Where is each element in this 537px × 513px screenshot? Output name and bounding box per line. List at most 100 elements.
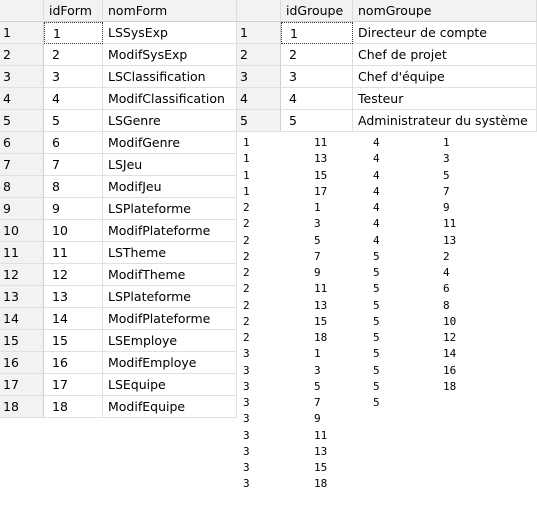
row-number[interactable]: 4 [237, 88, 281, 110]
id-cell[interactable]: 13 [44, 286, 103, 308]
table-row[interactable]: 8 8 ModifJeu [0, 176, 237, 198]
name-cell[interactable]: ModifTheme [103, 264, 237, 286]
id-cell[interactable]: 2 [44, 44, 103, 66]
name-cell[interactable]: Directeur de compte [353, 22, 537, 44]
table-row[interactable]: 14 14 ModifPlateforme [0, 308, 237, 330]
name-cell[interactable]: LSEmploye [103, 330, 237, 352]
id-cell[interactable]: 18 [44, 396, 103, 418]
name-cell[interactable]: LSTheme [103, 242, 237, 264]
name-cell[interactable]: ModifEquipe [103, 396, 237, 418]
name-cell[interactable]: ModifClassification [103, 88, 237, 110]
row-number[interactable]: 7 [0, 154, 44, 176]
row-number[interactable]: 9 [0, 198, 44, 220]
name-cell[interactable]: ModifJeu [103, 176, 237, 198]
row-number[interactable]: 1 [0, 22, 44, 44]
table-row[interactable]: 4 4 ModifClassification [0, 88, 237, 110]
row-number[interactable]: 17 [0, 374, 44, 396]
table-row[interactable]: 9 9 LSPlateforme [0, 198, 237, 220]
name-cell[interactable]: LSClassification [103, 66, 237, 88]
row-number[interactable]: 8 [0, 176, 44, 198]
table-row[interactable]: 18 18 ModifEquipe [0, 396, 237, 418]
row-number[interactable]: 15 [0, 330, 44, 352]
id-cell[interactable]: 6 [44, 132, 103, 154]
name-cell[interactable]: ModifEmploye [103, 352, 237, 374]
row-number-header[interactable] [237, 0, 281, 22]
id-cell[interactable]: 14 [44, 308, 103, 330]
id-cell[interactable]: 5 [44, 110, 103, 132]
name-cell[interactable]: LSGenre [103, 110, 237, 132]
row-number[interactable]: 4 [0, 88, 44, 110]
table-row[interactable]: 15 15 LSEmploye [0, 330, 237, 352]
table-row[interactable]: 17 17 LSEquipe [0, 374, 237, 396]
column-header-idgroupe[interactable]: idGroupe [281, 0, 353, 22]
id-cell[interactable]: 11 [44, 242, 103, 264]
name-cell[interactable]: LSJeu [103, 154, 237, 176]
row-number[interactable]: 3 [0, 66, 44, 88]
row-number[interactable]: 16 [0, 352, 44, 374]
id-cell[interactable]: 3 [44, 66, 103, 88]
table-row[interactable]: 16 16 ModifEmploye [0, 352, 237, 374]
id-cell[interactable]: 10 [44, 220, 103, 242]
column-header-nomform[interactable]: nomForm [103, 0, 237, 22]
row-number[interactable]: 3 [237, 66, 281, 88]
row-number[interactable]: 18 [0, 396, 44, 418]
table-row[interactable]: 5 5 Administrateur du système [237, 110, 537, 132]
row-number[interactable]: 11 [0, 242, 44, 264]
table-row[interactable]: 12 12 ModifTheme [0, 264, 237, 286]
name-cell[interactable]: ModifPlateforme [103, 308, 237, 330]
name-cell[interactable]: Chef d'équipe [353, 66, 537, 88]
row-number[interactable]: 10 [0, 220, 44, 242]
column-header-nomgroupe[interactable]: nomGroupe [353, 0, 537, 22]
row-number-header[interactable] [0, 0, 44, 22]
name-cell[interactable]: Testeur [353, 88, 537, 110]
id-cell[interactable]: 5 [281, 110, 353, 132]
table-row[interactable]: 1 1 Directeur de compte [237, 22, 537, 44]
id-cell[interactable]: 1 [281, 22, 353, 44]
name-cell[interactable]: LSSysExp [103, 22, 237, 44]
table-row[interactable]: 4 4 Testeur [237, 88, 537, 110]
table-row[interactable]: 2 2 ModifSysExp [0, 44, 237, 66]
id-cell[interactable]: 4 [44, 88, 103, 110]
column-header-idform[interactable]: idForm [44, 0, 103, 22]
table-row[interactable]: 2 2 Chef de projet [237, 44, 537, 66]
table-row[interactable]: 11 11 LSTheme [0, 242, 237, 264]
name-cell[interactable]: LSEquipe [103, 374, 237, 396]
table-row[interactable]: 3 3 LSClassification [0, 66, 237, 88]
id-cell[interactable]: 1 [44, 22, 103, 44]
name-cell[interactable]: Administrateur du système [353, 110, 537, 132]
table-row[interactable]: 10 10 ModifPlateforme [0, 220, 237, 242]
name-cell[interactable]: Chef de projet [353, 44, 537, 66]
row-number[interactable]: 5 [0, 110, 44, 132]
id-cell[interactable]: 3 [281, 66, 353, 88]
row-number[interactable]: 14 [0, 308, 44, 330]
id-cell[interactable]: 15 [44, 330, 103, 352]
table-row[interactable]: 1 1 LSSysExp [0, 22, 237, 44]
row-number[interactable]: 12 [0, 264, 44, 286]
name-cell[interactable]: ModifSysExp [103, 44, 237, 66]
row-number[interactable]: 5 [237, 110, 281, 132]
form-results-grid[interactable]: idForm nomForm 1 1 LSSysExp 2 2 ModifSysExp 3 3… [0, 0, 237, 418]
id-cell[interactable]: 16 [44, 352, 103, 374]
row-number[interactable]: 1 [237, 22, 281, 44]
table-row[interactable]: 13 13 LSPlateforme [0, 286, 237, 308]
id-cell[interactable]: 9 [44, 198, 103, 220]
id-cell[interactable]: 17 [44, 374, 103, 396]
id-cell[interactable]: 12 [44, 264, 103, 286]
name-cell[interactable]: LSPlateforme [103, 198, 237, 220]
id-cell[interactable]: 4 [281, 88, 353, 110]
id-cell[interactable]: 2 [281, 44, 353, 66]
group-results-grid[interactable]: idGroupe nomGroupe 1 1 Directeur de compte… [237, 0, 537, 132]
row-number[interactable]: 2 [0, 44, 44, 66]
table-row[interactable]: 7 7 LSJeu [0, 154, 237, 176]
table-row[interactable]: 5 5 LSGenre [0, 110, 237, 132]
name-cell[interactable]: LSPlateforme [103, 286, 237, 308]
id-cell[interactable]: 8 [44, 176, 103, 198]
table-row[interactable]: 6 6 ModifGenre [0, 132, 237, 154]
name-cell[interactable]: ModifPlateforme [103, 220, 237, 242]
row-number[interactable]: 6 [0, 132, 44, 154]
id-cell[interactable]: 7 [44, 154, 103, 176]
name-cell[interactable]: ModifGenre [103, 132, 237, 154]
row-number[interactable]: 2 [237, 44, 281, 66]
table-row[interactable]: 3 3 Chef d'équipe [237, 66, 537, 88]
row-number[interactable]: 13 [0, 286, 44, 308]
